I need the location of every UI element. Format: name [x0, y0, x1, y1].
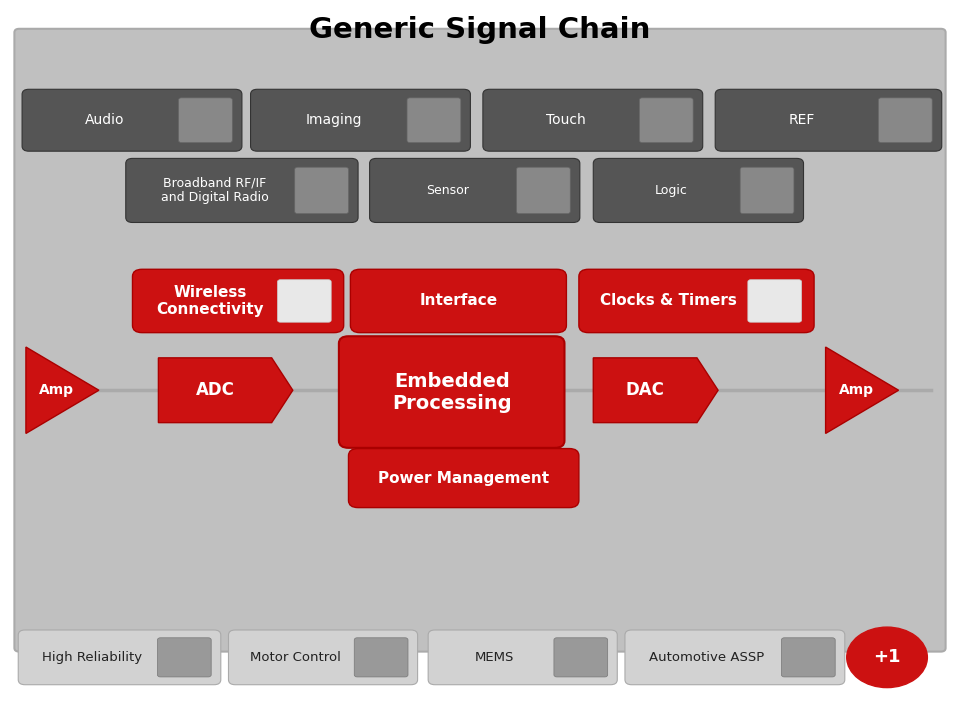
FancyBboxPatch shape — [407, 98, 461, 143]
Text: Logic: Logic — [655, 184, 688, 197]
FancyBboxPatch shape — [593, 158, 804, 222]
FancyBboxPatch shape — [251, 89, 470, 151]
Text: +1: +1 — [874, 648, 900, 667]
FancyBboxPatch shape — [350, 269, 566, 333]
Text: Amp: Amp — [39, 383, 75, 397]
Text: MEMS: MEMS — [475, 651, 515, 664]
FancyBboxPatch shape — [370, 158, 580, 222]
FancyBboxPatch shape — [715, 89, 942, 151]
FancyBboxPatch shape — [0, 0, 960, 65]
Circle shape — [847, 627, 927, 688]
FancyBboxPatch shape — [483, 89, 703, 151]
FancyBboxPatch shape — [781, 638, 835, 677]
Text: Audio: Audio — [85, 113, 125, 127]
Text: Clocks & Timers: Clocks & Timers — [600, 294, 737, 308]
Text: High Reliability: High Reliability — [41, 651, 142, 664]
Text: ADC: ADC — [196, 382, 234, 399]
FancyBboxPatch shape — [878, 98, 932, 143]
Polygon shape — [593, 358, 718, 423]
Polygon shape — [826, 347, 899, 433]
Text: REF: REF — [788, 113, 815, 127]
Text: Imaging: Imaging — [305, 113, 362, 127]
Text: Sensor: Sensor — [426, 184, 469, 197]
Text: Interface: Interface — [420, 294, 497, 308]
FancyBboxPatch shape — [740, 167, 794, 214]
FancyBboxPatch shape — [22, 89, 242, 151]
Text: Broadband RF/IF
and Digital Radio: Broadband RF/IF and Digital Radio — [161, 176, 269, 204]
Polygon shape — [158, 358, 293, 423]
FancyBboxPatch shape — [428, 630, 617, 685]
FancyBboxPatch shape — [339, 336, 564, 448]
FancyBboxPatch shape — [579, 269, 814, 333]
FancyBboxPatch shape — [18, 630, 221, 685]
FancyBboxPatch shape — [354, 638, 408, 677]
FancyBboxPatch shape — [639, 98, 693, 143]
FancyBboxPatch shape — [228, 630, 418, 685]
FancyBboxPatch shape — [348, 449, 579, 508]
Text: Touch: Touch — [546, 113, 586, 127]
Text: DAC: DAC — [626, 382, 664, 399]
FancyBboxPatch shape — [126, 158, 358, 222]
FancyBboxPatch shape — [157, 638, 211, 677]
FancyBboxPatch shape — [179, 98, 232, 143]
FancyBboxPatch shape — [554, 638, 608, 677]
Text: Automotive ASSP: Automotive ASSP — [649, 651, 765, 664]
FancyBboxPatch shape — [295, 167, 348, 214]
FancyBboxPatch shape — [277, 279, 331, 323]
FancyBboxPatch shape — [132, 269, 344, 333]
FancyBboxPatch shape — [748, 279, 802, 323]
Text: Generic Signal Chain: Generic Signal Chain — [309, 17, 651, 44]
Text: Power Management: Power Management — [378, 471, 549, 485]
FancyBboxPatch shape — [625, 630, 845, 685]
Text: Wireless
Connectivity: Wireless Connectivity — [156, 284, 264, 317]
Polygon shape — [26, 347, 99, 433]
Text: Motor Control: Motor Control — [250, 651, 341, 664]
FancyBboxPatch shape — [14, 29, 946, 652]
Text: Amp: Amp — [839, 383, 875, 397]
Text: Embedded
Processing: Embedded Processing — [392, 372, 512, 413]
FancyBboxPatch shape — [516, 167, 570, 214]
